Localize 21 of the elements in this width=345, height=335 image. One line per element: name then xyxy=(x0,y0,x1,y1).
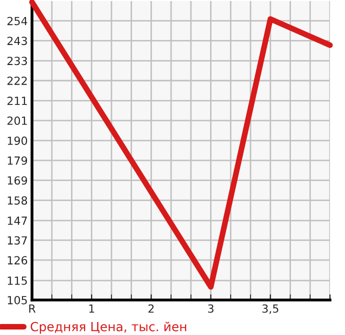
y-tick-label: 105 xyxy=(8,296,27,304)
y-tick-label: 201 xyxy=(7,116,27,125)
legend-label: Средняя Цена, тыс. йен xyxy=(30,322,186,334)
x-tick-label: 1 xyxy=(89,304,94,313)
y-tick-label: 243 xyxy=(7,36,27,46)
y-tick-label: 233 xyxy=(7,56,27,66)
y-tick-label: 147 xyxy=(8,216,27,225)
y-tick-label: 158 xyxy=(8,196,28,205)
x-tick-label: R xyxy=(29,304,36,313)
y-tick-label: 254 xyxy=(7,16,28,26)
y-tick-label: 126 xyxy=(8,256,28,264)
y-tick-label: 211 xyxy=(7,96,27,105)
x-tick-label: 3,5 xyxy=(262,304,278,314)
y-tick-label: 169 xyxy=(8,176,28,185)
x-tick-label: 3 xyxy=(208,304,214,313)
y-tick-label: 190 xyxy=(8,136,28,145)
y-tick-label: 115 xyxy=(8,276,27,285)
y-tick-label: 222 xyxy=(7,76,27,85)
y-tick-label: 137 xyxy=(8,236,27,245)
x-tick-label: 2 xyxy=(148,304,154,313)
y-tick-label: 179 xyxy=(8,156,28,165)
